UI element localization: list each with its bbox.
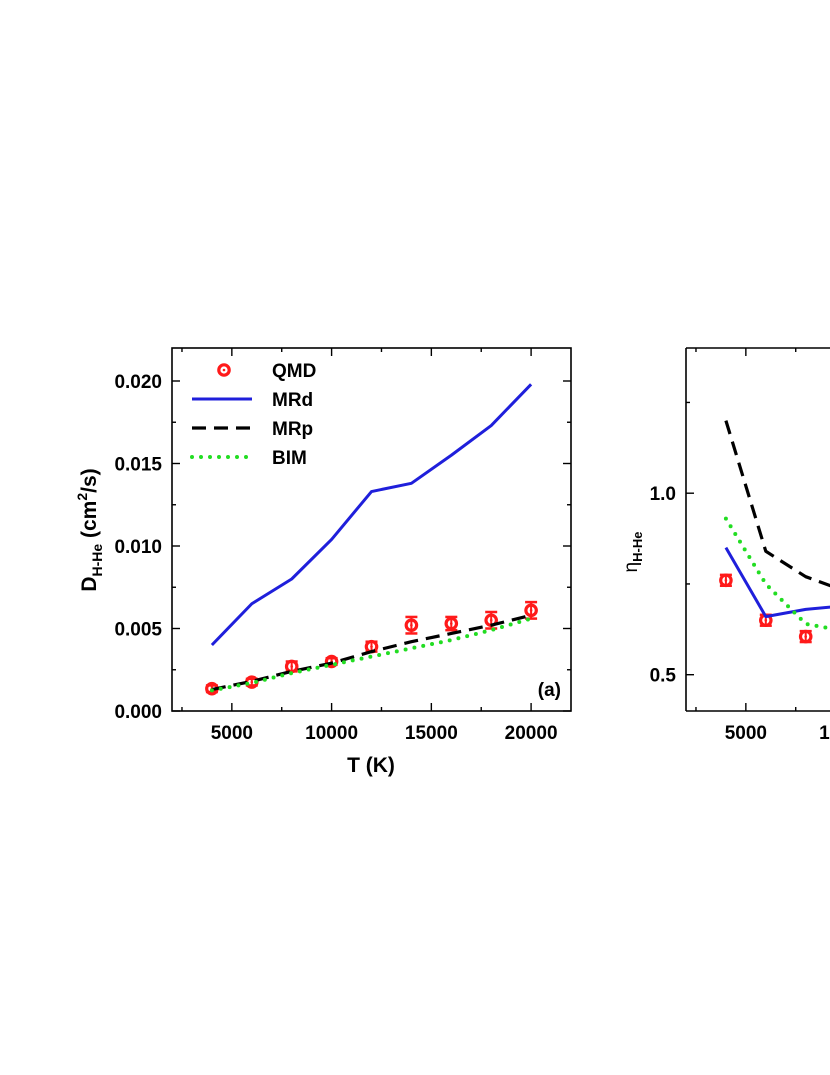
panel-a-series-qmd	[205, 600, 538, 696]
panel-a-x-tick-label: 5000	[211, 723, 253, 744]
panel-a-point-qmd	[444, 616, 459, 631]
panel-a-y-tick-label: 0.000	[114, 702, 162, 723]
panel-a-x-tick-label: 10000	[305, 723, 358, 744]
panel-a-plot-area	[205, 383, 538, 696]
legend-item-bim: BIM	[190, 448, 307, 469]
panel-a-line-bim	[209, 616, 534, 693]
panel-b-y-tick-label: 0.5	[650, 666, 677, 687]
legend-marker-qmd	[217, 363, 231, 377]
panel-b-y-tick-label: 1.0	[650, 484, 676, 505]
panel-a-y-tick-label: 0.020	[114, 372, 162, 393]
panel-a-y-tick-label: 0.010	[114, 537, 162, 558]
panel-b-y-axis-label: ηH-He	[621, 532, 645, 573]
panel-b-line-mrp	[724, 420, 830, 588]
panel-a-line-mrd	[210, 383, 533, 647]
panel-a-point-qmd	[524, 603, 538, 618]
panel-a-y-tick-label: 0.005	[114, 620, 162, 641]
panel-b-point-qmd	[719, 573, 733, 588]
legend-item-mrp: MRp	[192, 419, 313, 440]
panel-b-point-qmd	[798, 629, 813, 644]
panel-a-frame	[171, 347, 572, 712]
legend-label-mrd: MRd	[272, 390, 313, 411]
panel-a-x-axis-label: T (K)	[347, 754, 395, 777]
panel-b-series-qmd	[719, 573, 813, 644]
panel-a-line-mrp	[211, 613, 532, 692]
panel-a-x-tick-label: 20000	[505, 723, 558, 744]
panel-a-x-tick-label: 15000	[405, 723, 458, 744]
panel-a-label: (a)	[538, 680, 561, 701]
panel-a: 5000 10000 15000 20000 0.000 0.005 0.010 0.015 0…	[74, 347, 572, 777]
legend-item-qmd: QMD	[217, 361, 316, 382]
panel-b-x-tick-label: 5000	[725, 723, 767, 744]
panel-b-line-mrd	[724, 546, 830, 619]
legend-item-mrd: MRd	[192, 390, 313, 411]
panel-a-ticks: 5000 10000 15000 20000 0.000 0.005 0.010 0.015 0…	[114, 348, 571, 744]
panel-a-point-qmd	[404, 618, 419, 632]
panel-b: 5000 10000 0.5 1.0 ηH-He	[621, 347, 830, 744]
legend-label-bim: BIM	[272, 448, 307, 469]
panel-a-legend: QMD MRd MRp BIM	[190, 361, 316, 469]
panel-a-point-qmd	[284, 659, 299, 674]
panel-b-ticks: 5000 10000 0.5 1.0	[650, 348, 830, 744]
panel-b-line-bim	[723, 516, 830, 631]
legend-label-mrp: MRp	[272, 419, 313, 440]
panel-b-plot-area	[719, 420, 830, 644]
panel-a-y-tick-label: 0.015	[114, 455, 162, 476]
panel-b-x-tick-label: 10000	[819, 723, 830, 744]
panel-a-y-axis-label: DH-He (cm2/s)	[74, 468, 105, 591]
legend-label-qmd: QMD	[272, 361, 316, 382]
